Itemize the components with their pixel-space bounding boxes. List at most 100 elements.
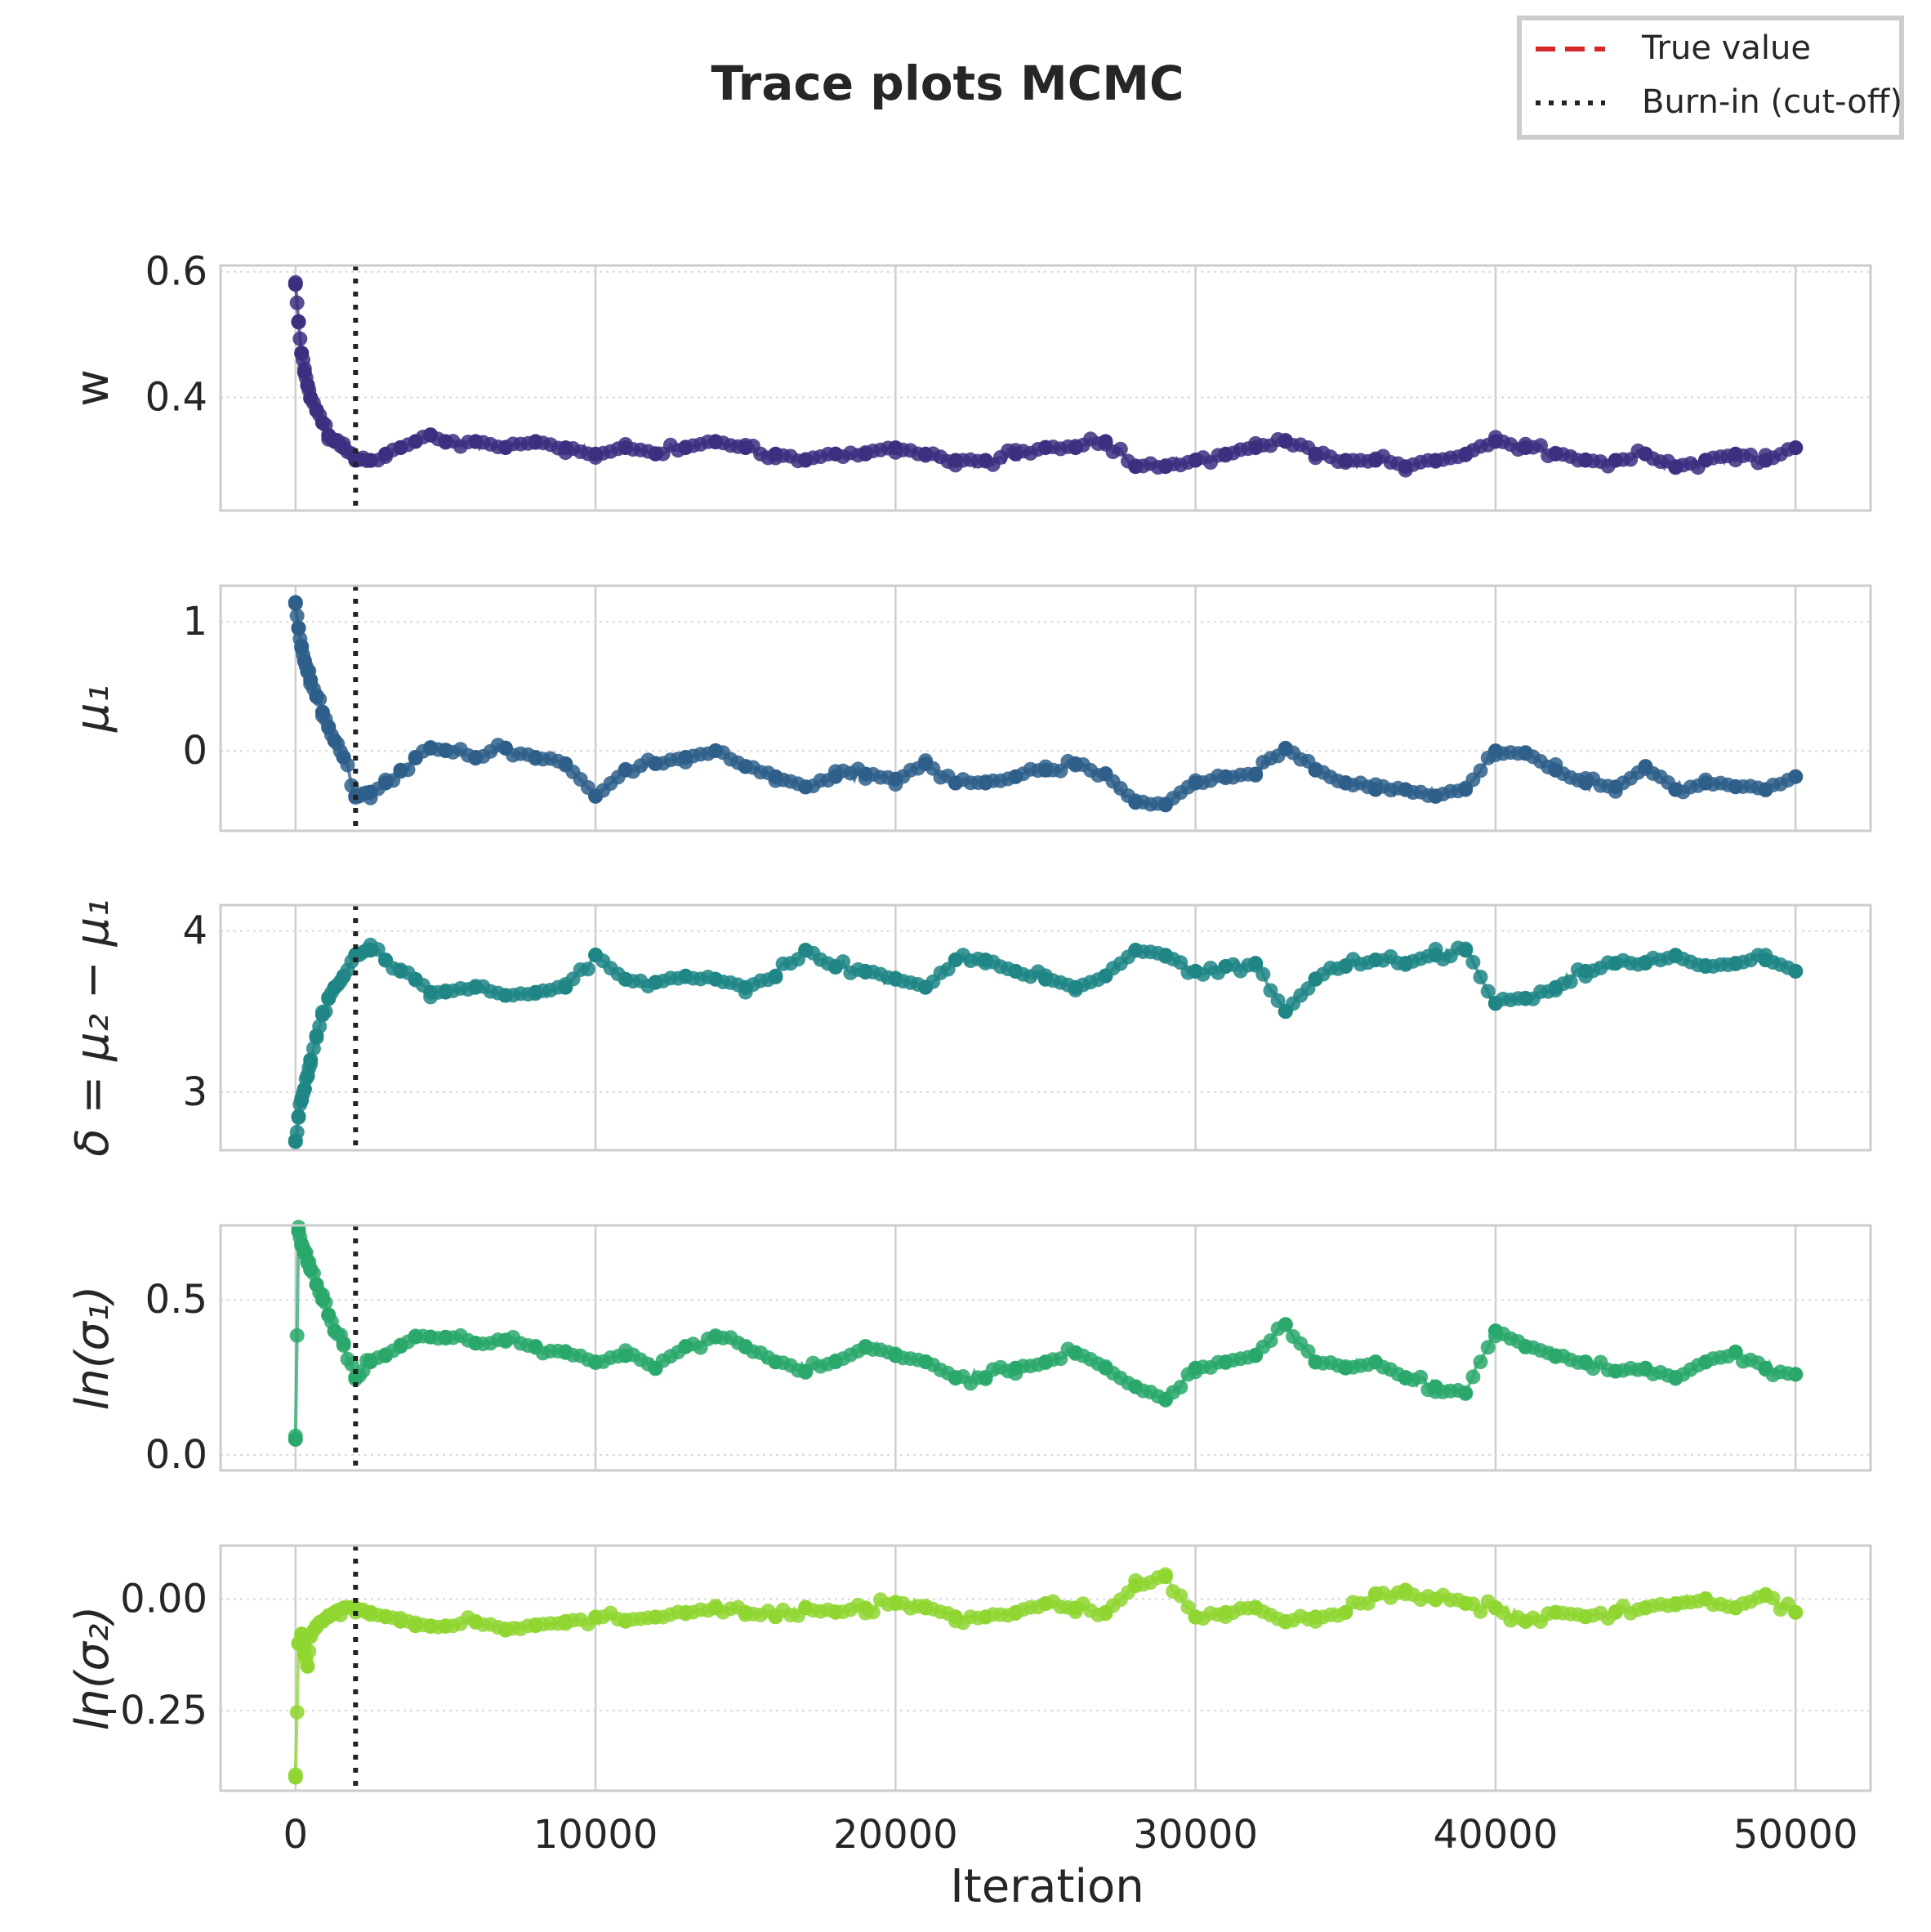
data-point bbox=[1008, 769, 1023, 784]
data-point bbox=[1487, 743, 1503, 759]
trace-point bbox=[289, 295, 305, 310]
panel-1: 0.4 0.6 w bbox=[66, 249, 1872, 512]
data-point bbox=[300, 377, 315, 393]
data-point bbox=[1308, 762, 1323, 778]
data-point bbox=[618, 971, 633, 987]
data-point bbox=[798, 943, 814, 958]
data-point bbox=[768, 968, 783, 984]
data-point bbox=[336, 1600, 351, 1616]
data-point bbox=[1698, 453, 1713, 468]
trace-point bbox=[1465, 954, 1481, 970]
data-point bbox=[888, 771, 903, 787]
x-tick-label: 40000 bbox=[1434, 1812, 1559, 1858]
data-point bbox=[1068, 979, 1083, 995]
data-point bbox=[1068, 1345, 1083, 1360]
y-tick-label: 0 bbox=[182, 728, 207, 774]
data-point bbox=[1368, 1587, 1383, 1602]
y-axis-label: δ = μ₂ − μ₁ bbox=[66, 899, 119, 1156]
trace-point bbox=[1113, 441, 1128, 457]
trace-point bbox=[1270, 993, 1286, 1008]
data-point bbox=[678, 1604, 693, 1620]
data-point bbox=[948, 453, 963, 468]
trace-point bbox=[289, 1327, 305, 1343]
data-point bbox=[1578, 453, 1594, 468]
panel-frame bbox=[219, 904, 1872, 1152]
data-point bbox=[1728, 446, 1743, 462]
data-point bbox=[288, 1133, 303, 1149]
data-point bbox=[1398, 956, 1413, 971]
data-point bbox=[1188, 453, 1203, 468]
data-point bbox=[303, 672, 319, 688]
data-point bbox=[1548, 446, 1563, 462]
data-point bbox=[1008, 963, 1023, 979]
data-point bbox=[294, 640, 310, 655]
data-point bbox=[588, 446, 604, 462]
trace-point bbox=[1300, 1344, 1316, 1359]
data-point bbox=[948, 1609, 963, 1625]
data-point bbox=[438, 1329, 453, 1345]
data-point bbox=[827, 959, 843, 974]
data-point bbox=[378, 1609, 393, 1625]
data-point bbox=[291, 315, 306, 330]
trace-point bbox=[1263, 983, 1278, 998]
data-point bbox=[314, 704, 330, 720]
x-tick-label: 10000 bbox=[533, 1812, 658, 1858]
data-point bbox=[1248, 956, 1264, 971]
data-point bbox=[827, 769, 843, 784]
data-point bbox=[1518, 440, 1533, 456]
data-point bbox=[1518, 1339, 1533, 1354]
data-point bbox=[1458, 943, 1474, 958]
data-point bbox=[468, 750, 484, 765]
data-point bbox=[1518, 991, 1533, 1006]
legend-burn-in-label: Burn-in (cut-off) bbox=[1642, 83, 1902, 121]
data-point bbox=[1338, 453, 1353, 468]
data-point bbox=[1157, 1569, 1173, 1585]
data-point bbox=[393, 440, 408, 456]
data-point bbox=[1308, 446, 1323, 462]
trace-point bbox=[1413, 1369, 1429, 1385]
data-point bbox=[888, 1348, 903, 1363]
data-point bbox=[1758, 1360, 1773, 1376]
data-point bbox=[309, 402, 324, 417]
data-point bbox=[348, 1370, 363, 1385]
data-point bbox=[858, 1600, 873, 1616]
data-point bbox=[363, 784, 378, 800]
data-point bbox=[408, 971, 423, 987]
data-point bbox=[1428, 1591, 1443, 1607]
data-point bbox=[314, 1007, 330, 1023]
data-point bbox=[1788, 963, 1804, 979]
panel-3: 3 4 δ = μ₂ − μ₁ bbox=[66, 899, 1872, 1157]
panel-4: 0.0 0.5 ln(σ₁) bbox=[66, 1220, 1872, 1478]
data-point bbox=[314, 1292, 330, 1308]
data-point bbox=[1128, 459, 1144, 475]
y-tick-label: 0.5 bbox=[145, 1277, 207, 1323]
data-point bbox=[798, 779, 814, 795]
data-point bbox=[827, 1354, 843, 1370]
data-point bbox=[297, 1082, 312, 1096]
data-point bbox=[336, 440, 351, 456]
data-point bbox=[1698, 959, 1713, 974]
data-point bbox=[497, 1332, 513, 1348]
data-point bbox=[528, 434, 543, 449]
y-axis-label: ln(σ₂) bbox=[66, 1606, 119, 1731]
data-point bbox=[297, 364, 312, 380]
data-point bbox=[1248, 440, 1264, 456]
data-point bbox=[1578, 775, 1594, 791]
data-point bbox=[1038, 440, 1053, 456]
data-point bbox=[1668, 1595, 1683, 1611]
data-point bbox=[1487, 434, 1503, 449]
data-point bbox=[303, 390, 319, 405]
data-point bbox=[948, 953, 963, 968]
y-tick-label: 0.0 bbox=[145, 1432, 207, 1478]
panel-frame bbox=[219, 584, 1872, 832]
data-point bbox=[1308, 1609, 1323, 1625]
data-point bbox=[1728, 956, 1743, 971]
data-point bbox=[1188, 775, 1203, 791]
data-point bbox=[708, 1600, 723, 1616]
data-point bbox=[1428, 453, 1443, 468]
data-point bbox=[708, 743, 723, 759]
data-point bbox=[1428, 948, 1443, 963]
data-point bbox=[1038, 1354, 1053, 1370]
trace-point bbox=[1173, 955, 1188, 970]
data-point bbox=[1278, 434, 1293, 449]
